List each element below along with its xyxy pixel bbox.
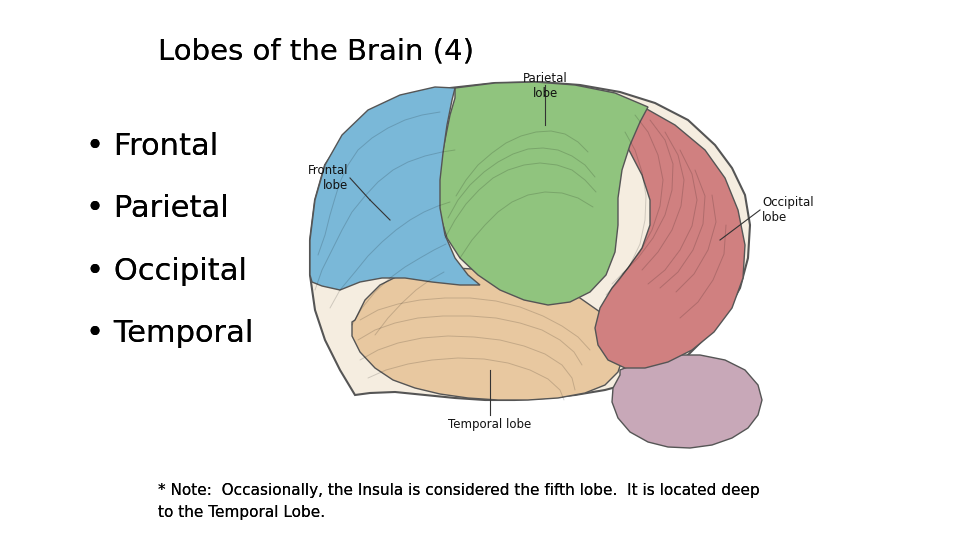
- PathPatch shape: [612, 355, 762, 448]
- PathPatch shape: [595, 108, 745, 368]
- Text: • Temporal: • Temporal: [86, 319, 253, 348]
- Text: • Frontal: • Frontal: [86, 132, 219, 161]
- Text: • Frontal: • Frontal: [86, 132, 219, 161]
- Text: • Occipital: • Occipital: [86, 256, 248, 286]
- Text: to the Temporal Lobe.: to the Temporal Lobe.: [158, 505, 325, 520]
- Text: to the Temporal Lobe.: to the Temporal Lobe.: [158, 505, 325, 520]
- Text: • Parietal: • Parietal: [86, 194, 229, 224]
- Text: Lobes of the Brain (4): Lobes of the Brain (4): [158, 38, 474, 66]
- Text: * Note:  Occasionally, the Insula is considered the fifth lobe.  It is located d: * Note: Occasionally, the Insula is cons…: [158, 483, 760, 498]
- Text: Temporal lobe: Temporal lobe: [448, 418, 532, 431]
- Text: Parietal
lobe: Parietal lobe: [522, 72, 567, 100]
- Text: Frontal
lobe: Frontal lobe: [307, 164, 348, 192]
- PathPatch shape: [310, 87, 480, 290]
- PathPatch shape: [438, 82, 648, 305]
- PathPatch shape: [310, 82, 750, 400]
- Text: Occipital
lobe: Occipital lobe: [762, 196, 814, 224]
- Text: • Parietal: • Parietal: [86, 194, 229, 224]
- Text: • Occipital: • Occipital: [86, 256, 248, 286]
- PathPatch shape: [352, 268, 622, 400]
- Text: • Temporal: • Temporal: [86, 319, 253, 348]
- Text: * Note:  Occasionally, the Insula is considered the fifth lobe.  It is located d: * Note: Occasionally, the Insula is cons…: [158, 483, 760, 498]
- Text: Lobes of the Brain (4): Lobes of the Brain (4): [158, 38, 474, 66]
